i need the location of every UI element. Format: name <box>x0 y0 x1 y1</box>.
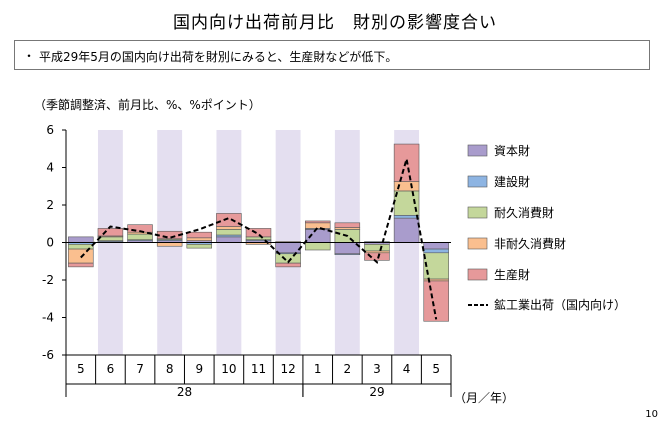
x-tick-label: 3 <box>373 362 381 376</box>
shipment-line <box>80 158 438 320</box>
x-tick-label: 8 <box>166 362 174 376</box>
bar-segment <box>304 220 331 224</box>
legend-swatch <box>467 268 488 281</box>
bar-segment <box>393 217 420 243</box>
unit-label: （季節調整済、前月比、%、%ポイント） <box>34 98 261 112</box>
bar-segment <box>186 237 213 241</box>
y-tick-label: 2 <box>46 198 54 212</box>
bar-segment <box>216 236 242 243</box>
x-tick-label: 10 <box>221 362 236 376</box>
y-tick-label: -6 <box>42 348 54 362</box>
bar-segment <box>393 215 420 219</box>
bar-segment <box>275 242 301 254</box>
x-tick-label: 12 <box>280 362 295 376</box>
bar-segment <box>245 228 272 238</box>
y-tick-label: -2 <box>42 273 54 287</box>
bar-segment <box>97 228 124 237</box>
bar-segment <box>364 252 390 261</box>
bar-segment <box>334 253 361 255</box>
bar-segment <box>423 252 449 280</box>
legend-label: 鉱工業出荷（国内向け） <box>494 297 626 312</box>
x-tick-label: 2 <box>344 362 352 376</box>
year-label: 29 <box>369 385 384 399</box>
x-tick-label: 11 <box>251 362 266 376</box>
bar-segment <box>423 280 449 322</box>
summary-box: ・ 平成29年5月の国内向け出荷を財別にみると、生産財などが低下。 <box>14 40 650 70</box>
bar-segment <box>186 244 213 249</box>
legend-swatch <box>467 144 488 157</box>
x-tick-label: 4 <box>403 362 411 376</box>
legend-label: 非耐久消費財 <box>494 236 566 251</box>
x-unit-label: （月／年） <box>454 391 514 405</box>
legend-swatch <box>467 206 488 219</box>
x-tick-label: 9 <box>195 362 203 376</box>
bar-segment <box>186 231 213 239</box>
bar-segment <box>97 236 124 241</box>
bar-segment <box>275 262 301 268</box>
legend-label: 資本財 <box>494 143 530 158</box>
bar-segment <box>68 236 94 243</box>
y-tick-label: 4 <box>46 161 54 175</box>
bar-segment <box>304 242 331 251</box>
x-tick-label: 6 <box>107 362 115 376</box>
x-tick-label: 5 <box>432 362 440 376</box>
legend-label: 建設財 <box>494 174 530 189</box>
legend-label: 生産財 <box>494 267 530 282</box>
bullet-icon: ・ <box>23 49 36 63</box>
bar-segment <box>245 236 272 240</box>
x-tick-label: 1 <box>314 362 322 376</box>
page-title: 国内向け出荷前月比 財別の影響度合い <box>173 13 497 33</box>
bar-segment <box>216 213 242 227</box>
summary-text: 平成29年5月の国内向け出荷を財別にみると、生産財などが低下。 <box>39 50 398 64</box>
legend-label: 耐久消費財 <box>494 205 554 220</box>
bar-segment <box>423 242 449 250</box>
bar-segment <box>216 226 242 230</box>
legend-swatch <box>467 175 488 188</box>
bar-segment <box>68 262 94 268</box>
bar-segment <box>364 244 390 252</box>
year-label: 28 <box>177 385 192 399</box>
x-tick-label: 5 <box>77 362 85 376</box>
bar-segment <box>423 248 449 254</box>
bar-segment <box>216 229 242 236</box>
y-tick-label: -4 <box>42 311 54 325</box>
bar-segment <box>156 242 183 247</box>
y-tick-label: 6 <box>46 123 54 137</box>
bar-segment <box>304 222 331 229</box>
bar-segment <box>304 229 331 243</box>
page-number: 10 <box>645 409 658 420</box>
x-tick-label: 7 <box>136 362 144 376</box>
legend-swatch <box>467 237 488 250</box>
bar-segment <box>127 233 153 240</box>
bar-segment <box>334 222 361 228</box>
y-tick-label: 0 <box>46 236 54 250</box>
